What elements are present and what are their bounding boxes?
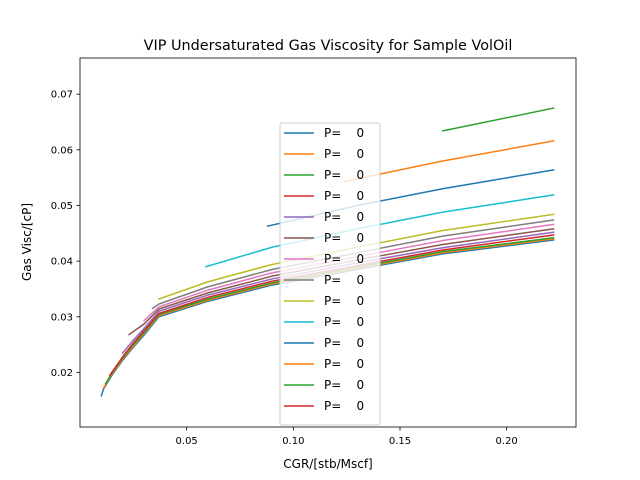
legend-label-14: P= 0 — [324, 399, 364, 413]
series-layer — [100, 107, 555, 397]
legend-label-3: P= 0 — [324, 168, 364, 182]
series-line-5 — [121, 231, 555, 355]
legend: P= 0 P= 0 P= 0 P= 0 P= 0 P= 0 P= 0 P= 0 P= 0 P= 0… — [279, 122, 381, 426]
legend-label-10: P= 0 — [324, 315, 364, 329]
y-axis: 0.02 0.03 0.04 0.05 0.06 0.07 — [51, 90, 80, 379]
y-tick-label: 0.05 — [51, 201, 73, 212]
series-line-8 — [151, 219, 555, 310]
x-tick-label: 0.10 — [282, 436, 304, 447]
legend-label-1: P= 0 — [324, 126, 364, 140]
series-line-4 — [108, 234, 555, 377]
legend-label-11: P= 0 — [324, 336, 364, 350]
x-axis-label: CGR/[stb/Mscf] — [283, 457, 372, 471]
y-tick-label: 0.02 — [51, 368, 73, 379]
legend-label-6: P= 0 — [324, 231, 364, 245]
y-tick-label: 0.04 — [51, 257, 73, 268]
legend-label-12: P= 0 — [324, 357, 364, 371]
y-tick-label: 0.03 — [51, 312, 73, 323]
y-axis-label: Gas Visc/[cP] — [20, 203, 34, 281]
x-tick-label: 0.20 — [496, 436, 518, 447]
series-line-13 — [441, 107, 555, 132]
legend-label-4: P= 0 — [324, 189, 364, 203]
legend-label-9: P= 0 — [324, 294, 364, 308]
legend-label-13: P= 0 — [324, 378, 364, 392]
legend-label-7: P= 0 — [324, 252, 364, 266]
y-tick-label: 0.06 — [51, 145, 73, 156]
x-axis: 0.05 0.10 0.15 0.20 — [176, 427, 518, 447]
x-tick-label: 0.05 — [176, 436, 198, 447]
x-tick-label: 0.15 — [389, 436, 411, 447]
legend-label-8: P= 0 — [324, 273, 364, 287]
legend-label-2: P= 0 — [324, 147, 364, 161]
y-tick-label: 0.07 — [51, 90, 73, 101]
legend-label-5: P= 0 — [324, 210, 364, 224]
chart-title: VIP Undersaturated Gas Viscosity for Sam… — [144, 38, 513, 54]
plot-frame — [79, 57, 577, 428]
legend-box — [279, 122, 381, 426]
series-line-7 — [142, 223, 555, 322]
series-line-6 — [128, 228, 555, 336]
